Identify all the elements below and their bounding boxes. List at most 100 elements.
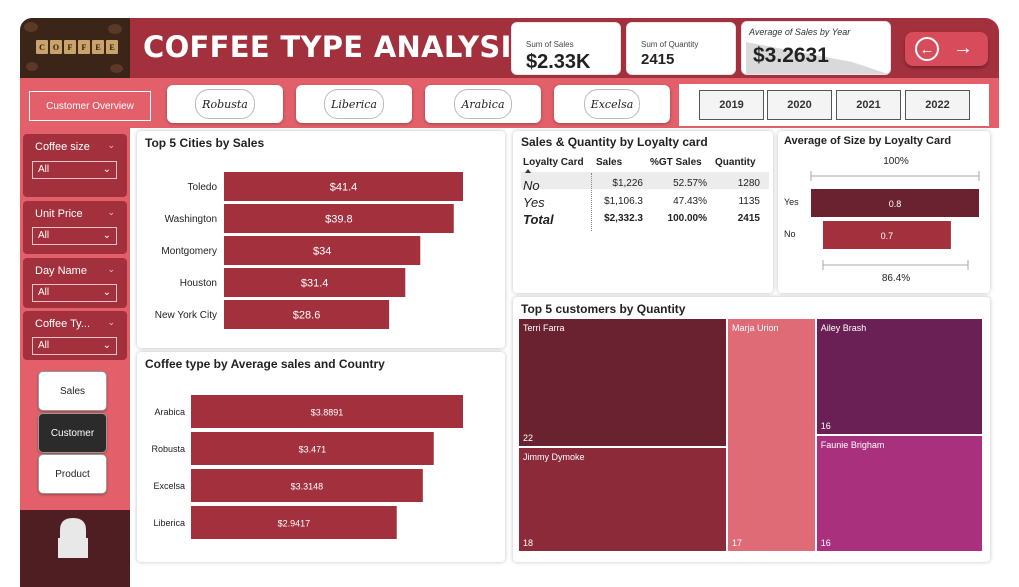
treemap-tile-value: 18	[523, 537, 534, 548]
treemap-tile[interactable]: Terri Farra 22	[519, 319, 726, 446]
data-label: $3.8891	[311, 408, 344, 418]
panel-title: Average of Size by Loyalty Card	[784, 135, 952, 147]
dropdown-arrow-icon: ⌄	[102, 164, 111, 175]
slicer-dropdown[interactable]: All ⌄	[32, 284, 117, 302]
kpi-value: 2415	[641, 51, 675, 68]
treemap-tile-name: Faunie Brigham	[820, 440, 885, 450]
tab-liberica[interactable]: Liberica	[296, 85, 412, 123]
bar[interactable]	[224, 204, 454, 233]
data-label: 0.8	[889, 199, 902, 209]
category-label: Toledo	[188, 182, 218, 193]
slicer-unit-price: Unit Price ⌄ All ⌄	[23, 201, 127, 254]
slicer-title: Unit Price	[35, 208, 83, 220]
bar[interactable]	[823, 221, 951, 249]
bar[interactable]	[224, 300, 390, 329]
logo-letter: C	[36, 40, 48, 54]
tab-robusta[interactable]: Robusta	[167, 85, 283, 123]
nav-sales-button[interactable]: Sales	[38, 371, 107, 411]
bar[interactable]	[224, 236, 421, 265]
logo-letter: O	[50, 40, 62, 54]
bar[interactable]	[191, 432, 434, 465]
chevron-down-icon[interactable]: ⌄	[107, 264, 115, 274]
treemap-tile-value: 16	[820, 421, 831, 431]
category-label: Washington	[165, 214, 217, 225]
page-title: COFFEE TYPE ANALYSIS	[143, 30, 533, 64]
kpi-label: Average of Sales by Year	[749, 27, 851, 37]
top-cities-bar-chart: Toledo $41.4 Washington $39.8 Montgomery $34 H…	[155, 172, 463, 329]
logo-letter: F	[64, 40, 76, 54]
treemap-tile-value: 17	[731, 538, 742, 548]
logo-letter: F	[78, 40, 90, 54]
tab-excelsa[interactable]: Excelsa	[554, 85, 670, 123]
bar[interactable]	[191, 506, 397, 539]
panel-title: Coffee type by Average sales and Country	[145, 357, 385, 371]
col-header-sales[interactable]: Sales	[596, 157, 623, 168]
dropdown-arrow-icon: ⌄	[102, 287, 111, 298]
back-arrow-icon[interactable]: ←	[915, 37, 939, 61]
customer-overview-button[interactable]: Customer Overview	[29, 91, 151, 121]
kpi-card-quantity: Sum of Quantity 2415	[626, 22, 736, 75]
year-button-2021[interactable]: 2021	[836, 90, 901, 120]
category-label: Yes	[784, 197, 799, 207]
loyalty-table-panel: Sales & Quantity by Loyalty card Loyalty…	[513, 131, 773, 293]
nav-product-button[interactable]: Product	[38, 454, 107, 494]
slicer-dropdown[interactable]: All ⌄	[32, 337, 117, 355]
row-qty: 1135	[738, 196, 760, 207]
bar[interactable]	[191, 469, 423, 502]
treemap-tile[interactable]: Jimmy Dymoke 18	[519, 447, 726, 551]
year-button-2020[interactable]: 2020	[767, 90, 832, 120]
bar[interactable]	[224, 268, 406, 297]
slicer-dropdown[interactable]: All ⌄	[32, 227, 117, 245]
dropdown-arrow-icon: ⌄	[102, 340, 111, 351]
row-pct: 47.43%	[673, 196, 707, 207]
logo-letter: E	[106, 40, 118, 54]
tab-arabica[interactable]: Arabica	[425, 85, 541, 123]
year-slicer: 2019 2020 2021 2022	[679, 84, 989, 126]
treemap-tile-name: Marja Urion	[731, 323, 779, 333]
chevron-down-icon[interactable]: ⌄	[107, 140, 115, 150]
treemap-tile[interactable]: Marja Urion 17	[727, 319, 815, 551]
kpi-label: Sum of Sales	[526, 40, 574, 49]
slicer-coffee-type: Coffee Ty... ⌄ All ⌄	[23, 311, 127, 360]
coffee-type-bar-chart: Arabica $3.8891 Robusta $3.471 Excelsa $3.314…	[151, 395, 463, 539]
table-row-highlight	[521, 172, 769, 189]
year-button-2022[interactable]: 2022	[905, 90, 970, 120]
total-pct: 100.00%	[667, 213, 707, 224]
slicer-title: Coffee size	[35, 141, 90, 153]
col-header-gt-sales[interactable]: %GT Sales	[650, 157, 702, 168]
category-label: Robusta	[151, 444, 185, 454]
category-label: Montgomery	[161, 246, 217, 257]
col-header-quantity[interactable]: Quantity	[715, 157, 756, 168]
panel-title: Top 5 customers by Quantity	[521, 302, 686, 316]
bar[interactable]	[224, 172, 463, 201]
page-navigation: ← →	[905, 32, 988, 66]
data-label: $3.3148	[291, 482, 324, 492]
data-label: $41.4	[330, 182, 358, 194]
category-label: Arabica	[154, 407, 185, 417]
row-card: Yes	[523, 195, 545, 210]
slicer-title: Day Name	[35, 265, 87, 277]
forward-arrow-icon[interactable]: →	[953, 37, 973, 59]
data-label: $28.6	[293, 310, 321, 322]
treemap-tile[interactable]: Ailey Brash 16	[816, 319, 982, 434]
total-qty: 2415	[737, 213, 760, 224]
col-header-loyalty-card[interactable]: Loyalty Card	[523, 157, 584, 168]
size-bar-chart: 100% Yes 0.8 No 0.7 86.4%	[784, 156, 980, 284]
row-card: No	[523, 178, 540, 193]
row-sales: $1,106.3	[604, 196, 643, 207]
arabica-badge: Arabica	[454, 89, 512, 119]
reference-label-bottom: 86.4%	[882, 273, 910, 284]
bar[interactable]	[191, 395, 463, 428]
bar[interactable]	[811, 189, 979, 217]
chevron-down-icon[interactable]: ⌄	[107, 317, 115, 327]
chevron-down-icon[interactable]: ⌄	[107, 207, 115, 217]
slicer-dropdown[interactable]: All ⌄	[32, 161, 117, 179]
slicer-title: Coffee Ty...	[35, 318, 91, 330]
nav-customer-button[interactable]: Customer	[38, 413, 107, 453]
kpi-label: Sum of Quantity	[641, 40, 699, 49]
year-button-2019[interactable]: 2019	[699, 90, 764, 120]
treemap-tile[interactable]: Faunie Brigham 16	[816, 436, 982, 551]
kpi-value: $3.2631	[753, 44, 829, 67]
slicer-coffee-size: Coffee size ⌄ All ⌄	[23, 134, 127, 197]
slicer-day-name: Day Name ⌄ All ⌄	[23, 258, 127, 308]
